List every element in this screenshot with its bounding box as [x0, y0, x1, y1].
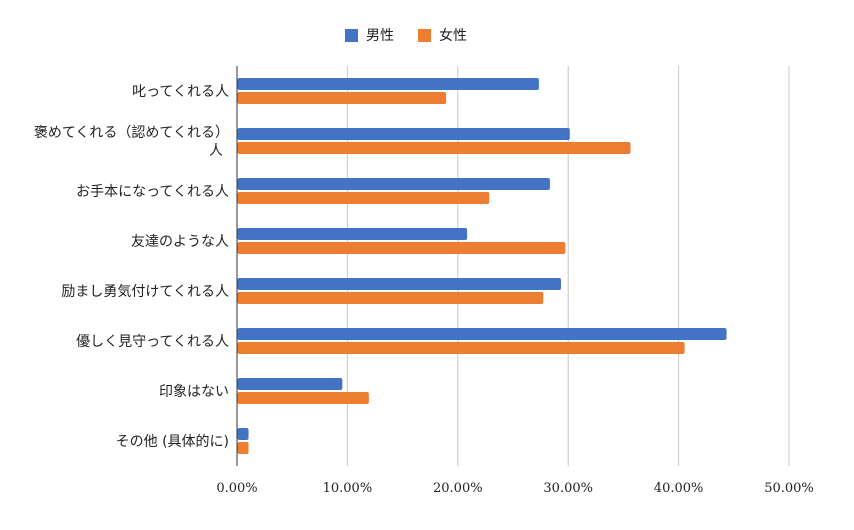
x-tick-label: 20.00%	[433, 481, 483, 496]
category-label: その他 (具体的に)	[116, 434, 229, 450]
bar-female	[237, 392, 369, 404]
bar-female	[237, 92, 447, 104]
x-tick-label: 0.00%	[216, 481, 257, 496]
bar-male	[237, 78, 539, 90]
x-tick-label: 10.00%	[323, 481, 373, 496]
bar-male	[237, 228, 468, 240]
bar-female	[237, 192, 490, 204]
bar-female	[237, 342, 685, 354]
category-label: 友達のような人	[131, 234, 229, 250]
category-label: 優しく見守ってくれる人	[76, 334, 229, 350]
category-label: 励まし勇気付けてくれる人	[61, 284, 229, 300]
bar-male	[237, 178, 550, 190]
bar-female	[237, 292, 544, 304]
legend-swatch	[418, 29, 431, 42]
legend-label: 女性	[439, 27, 467, 44]
bar-male	[237, 328, 727, 340]
category-label: 叱ってくれる人	[132, 84, 229, 100]
x-tick-label: 50.00%	[764, 481, 814, 496]
x-tick-label: 30.00%	[543, 481, 593, 496]
bar-male	[237, 378, 343, 390]
bar-male	[237, 278, 561, 290]
legend-label: 男性	[366, 28, 394, 44]
bar-female	[237, 242, 566, 254]
bar-male	[237, 428, 249, 440]
bar-female	[237, 142, 631, 154]
bar-female	[237, 442, 249, 454]
category-label: お手本になってくれる人	[76, 184, 229, 200]
x-tick-label: 40.00%	[654, 481, 704, 496]
category-label: 印象はない	[159, 384, 229, 400]
category-label: 褒めてくれる（認めてくれる）人	[34, 125, 229, 159]
legend-swatch	[345, 29, 358, 42]
bar-male	[237, 128, 570, 140]
